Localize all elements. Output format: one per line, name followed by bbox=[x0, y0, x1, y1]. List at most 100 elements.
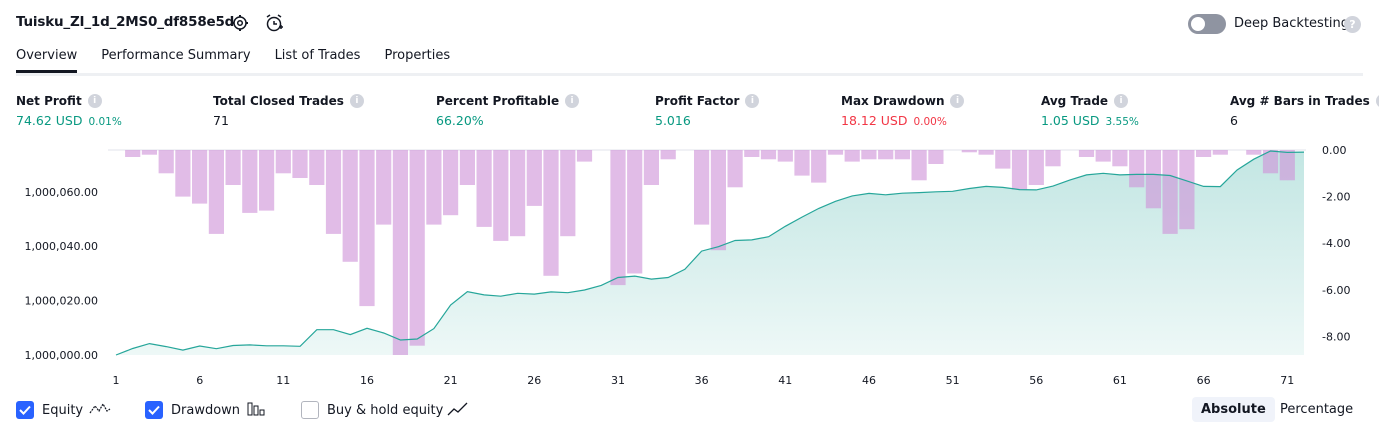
buy-hold-legend-label: Buy & hold equity bbox=[327, 403, 444, 418]
equity-area-layer bbox=[116, 151, 1304, 355]
metric-value: 18.12 USD bbox=[841, 113, 908, 128]
metric-label: Avg # Bars in Trades bbox=[1230, 94, 1370, 108]
metric-value: 6 bbox=[1230, 113, 1238, 128]
metric-value: 5.016 bbox=[655, 113, 691, 128]
drawdown-bar bbox=[576, 150, 593, 162]
drawdown-bar bbox=[878, 150, 894, 160]
right-axis-tick-label: -2.00 bbox=[1322, 191, 1350, 204]
metric-avg-bars-in-trades: Avg # Bars in Trades i 6 bbox=[1230, 94, 1379, 128]
drawdown-bar bbox=[443, 150, 459, 216]
toggle-knob bbox=[1191, 17, 1205, 31]
absolute-toggle[interactable]: Absolute bbox=[1192, 397, 1275, 422]
drawdown-bar bbox=[961, 150, 977, 153]
metric-value: 1.05 USD bbox=[1041, 113, 1100, 128]
x-axis-tick-label: 66 bbox=[1197, 374, 1211, 387]
drawdown-bar bbox=[476, 150, 492, 227]
metric-percent: 0.01% bbox=[88, 116, 122, 128]
help-icon[interactable]: ? bbox=[1344, 16, 1361, 33]
gear-icon[interactable] bbox=[230, 13, 250, 33]
drawdown-bar bbox=[1179, 150, 1195, 230]
drawdown-bar bbox=[125, 150, 141, 157]
drawdown-bar bbox=[694, 150, 710, 225]
drawdown-bar bbox=[459, 150, 475, 185]
drawdown-bar bbox=[643, 150, 659, 185]
metric-net-profit: Net Profit i 74.62 USD 0.01% bbox=[16, 94, 122, 128]
drawdown-bar bbox=[493, 150, 509, 241]
drawdown-bar bbox=[844, 150, 860, 162]
deep-backtesting-label: Deep Backtesting bbox=[1234, 16, 1350, 31]
drawdown-bar bbox=[827, 150, 844, 155]
line-icon bbox=[89, 402, 111, 414]
drawdown-bar bbox=[526, 150, 542, 206]
drawdown-bar bbox=[727, 150, 743, 188]
drawdown-bar bbox=[192, 150, 208, 204]
drawdown-bar bbox=[292, 150, 308, 178]
drawdown-bar bbox=[510, 150, 526, 237]
deep-backtesting-toggle[interactable] bbox=[1188, 14, 1226, 34]
drawdown-bar bbox=[1045, 150, 1061, 167]
right-axis-tick-label: -6.00 bbox=[1322, 284, 1350, 297]
percentage-toggle[interactable]: Percentage bbox=[1280, 402, 1354, 417]
left-axis-tick-label: 1,000,040.00 bbox=[25, 240, 98, 253]
metric-percent: 0.00% bbox=[913, 116, 947, 128]
drawdown-bar bbox=[1262, 150, 1279, 174]
info-icon[interactable]: i bbox=[745, 94, 760, 108]
tab-overview[interactable]: Overview bbox=[16, 48, 78, 73]
drawdown-bar bbox=[777, 150, 793, 162]
metric-value: 74.62 USD bbox=[16, 113, 83, 128]
info-icon[interactable]: i bbox=[349, 94, 364, 108]
left-axis-tick-label: 1,000,000.00 bbox=[25, 349, 98, 362]
equity-line-layer bbox=[115, 150, 1305, 356]
drawdown-bar bbox=[543, 150, 559, 276]
equity-line bbox=[115, 150, 1305, 356]
drawdown-bar bbox=[225, 150, 241, 185]
drawdown-bar bbox=[978, 150, 994, 155]
tab-list-of-trades[interactable]: List of Trades bbox=[274, 48, 361, 63]
info-icon[interactable]: i bbox=[1114, 94, 1129, 108]
trend-line-icon bbox=[447, 402, 468, 416]
drawdown-bar bbox=[1279, 150, 1295, 181]
drawdown-bar bbox=[141, 150, 157, 155]
drawdown-checkbox[interactable] bbox=[145, 401, 163, 419]
right-axis-tick-label: 0.00 bbox=[1322, 144, 1347, 157]
tab-performance-summary[interactable]: Performance Summary bbox=[101, 48, 251, 63]
metric-avg-trade: Avg Trade i 1.05 USD 3.55% bbox=[1041, 94, 1139, 128]
metric-label: Total Closed Trades bbox=[213, 94, 344, 108]
alarm-clock-plus-icon[interactable] bbox=[264, 13, 284, 33]
drawdown-bar bbox=[325, 150, 342, 234]
info-icon[interactable]: i bbox=[87, 94, 102, 108]
tab-bar: Overview Performance Summary List of Tra… bbox=[16, 48, 474, 73]
tab-properties[interactable]: Properties bbox=[384, 48, 451, 63]
drawdown-bar bbox=[1095, 150, 1111, 162]
metric-max-drawdown: Max Drawdown i 18.12 USD 0.00% bbox=[841, 94, 965, 128]
info-icon[interactable]: i bbox=[565, 94, 580, 108]
drawdown-bar bbox=[744, 150, 760, 157]
info-icon[interactable]: i bbox=[950, 94, 965, 108]
x-axis-tick-label: 21 bbox=[444, 374, 458, 387]
buy-hold-checkbox[interactable] bbox=[301, 401, 319, 419]
equity-checkbox[interactable] bbox=[16, 401, 34, 419]
bars-icon bbox=[247, 402, 265, 416]
x-axis-tick-label: 56 bbox=[1029, 374, 1043, 387]
drawdown-bar bbox=[409, 150, 425, 346]
x-axis-tick-label: 46 bbox=[862, 374, 876, 387]
x-axis-tick-label: 26 bbox=[527, 374, 541, 387]
drawdown-bar bbox=[911, 150, 927, 181]
metric-percent-profitable: Percent Profitable i 66.20% bbox=[436, 94, 580, 128]
drawdown-bar bbox=[560, 150, 576, 237]
metric-label: Profit Factor bbox=[655, 94, 740, 108]
right-axis-tick-label: -4.00 bbox=[1322, 237, 1350, 250]
info-icon[interactable]: i bbox=[1375, 94, 1379, 108]
drawdown-bar bbox=[1112, 150, 1128, 167]
right-axis-tick-label: -8.00 bbox=[1322, 330, 1350, 343]
drawdown-bar bbox=[1078, 150, 1095, 157]
drawdown-bar bbox=[1011, 150, 1028, 190]
drawdown-bar bbox=[208, 150, 224, 234]
strategy-name: Tuisku_ZI_1d_2MS0_df858e5d bbox=[16, 14, 235, 30]
drawdown-bar bbox=[275, 150, 291, 174]
left-axis-tick-label: 1,000,060.00 bbox=[25, 186, 98, 199]
metric-value: 66.20% bbox=[436, 113, 484, 128]
drawdown-bar bbox=[1145, 150, 1161, 209]
drawdown-bar bbox=[426, 150, 442, 225]
drawdown-bar bbox=[1129, 150, 1145, 188]
